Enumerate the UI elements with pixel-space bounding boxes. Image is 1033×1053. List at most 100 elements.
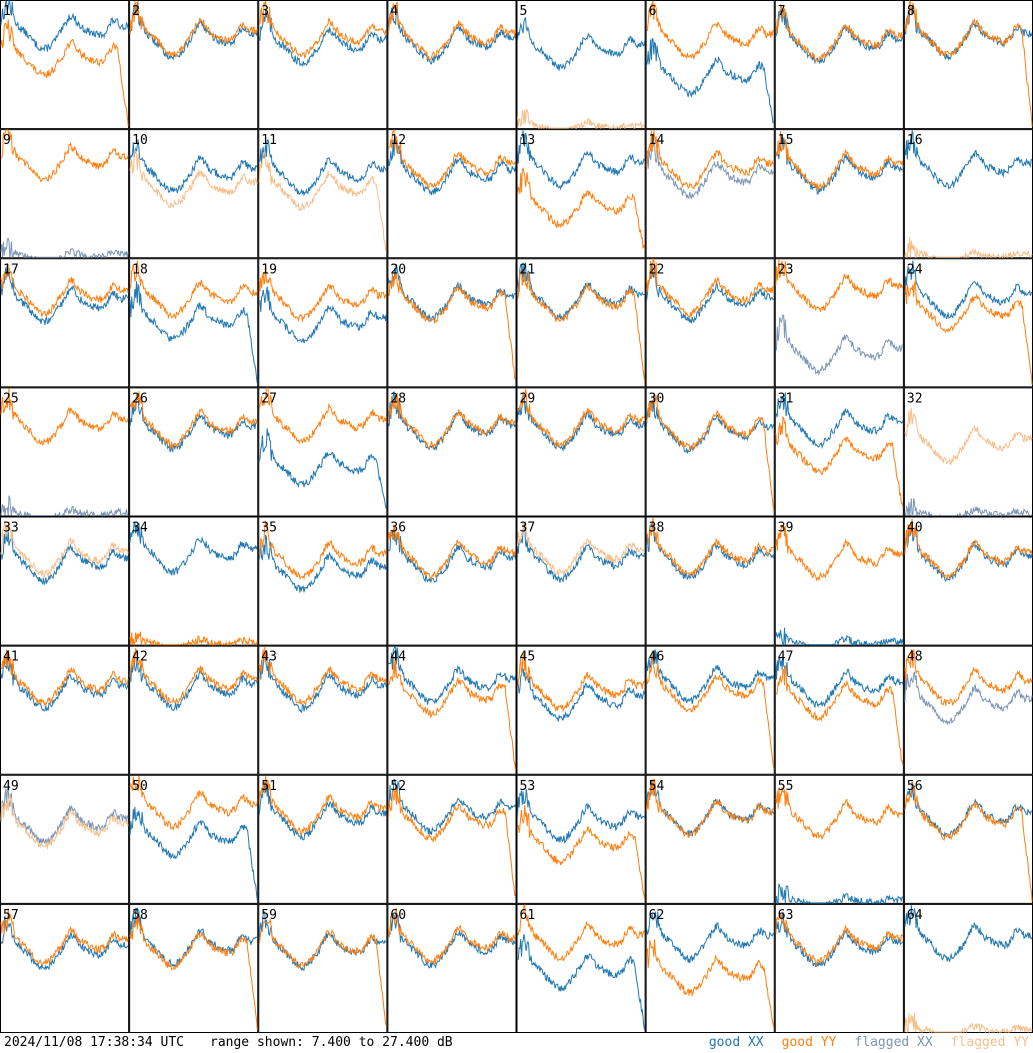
panel-label: 18 bbox=[132, 262, 148, 277]
panel-46: 46 bbox=[645, 645, 775, 775]
range-text: range shown: 7.400 to 27.400 dB bbox=[210, 1035, 453, 1050]
panel-33: 33 bbox=[0, 516, 130, 646]
series-xx-flagged bbox=[646, 141, 775, 200]
panel-2: 2 bbox=[129, 0, 259, 130]
panel-frame bbox=[387, 0, 517, 130]
series-yy-flagged bbox=[904, 408, 1033, 466]
panel-frame bbox=[258, 258, 388, 388]
series-yy-good bbox=[258, 776, 387, 836]
panel-label: 47 bbox=[778, 650, 794, 665]
series-yy-good bbox=[904, 0, 1033, 127]
series-yy-good bbox=[775, 524, 904, 582]
panel-frame bbox=[645, 774, 775, 904]
panel-frame bbox=[258, 516, 388, 646]
panel-label: 32 bbox=[907, 391, 923, 406]
panel-22: 22 bbox=[645, 257, 775, 388]
series-yy-good bbox=[775, 259, 904, 312]
series-yy-good bbox=[0, 263, 129, 318]
panel-63: 63 bbox=[774, 903, 904, 1033]
panel-label: 64 bbox=[907, 908, 923, 923]
panel-4: 4 bbox=[387, 0, 517, 130]
panel-18: 18 bbox=[129, 258, 259, 388]
panel-frame bbox=[516, 903, 646, 1033]
series-xx-good bbox=[258, 534, 387, 593]
panel-frame bbox=[903, 645, 1033, 775]
series-xx-good bbox=[775, 883, 904, 905]
panel-label: 15 bbox=[778, 133, 794, 148]
panel-frame bbox=[387, 903, 517, 1033]
panel-14: 14 bbox=[645, 129, 775, 259]
panel-24: 24 bbox=[903, 258, 1033, 388]
series-xx-good bbox=[388, 646, 516, 705]
panel-frame bbox=[129, 774, 259, 904]
series-xx-good bbox=[646, 264, 775, 324]
panel-frame bbox=[129, 645, 259, 775]
panel-label: 1 bbox=[3, 4, 11, 19]
panel-frame bbox=[516, 516, 646, 646]
series-yy-good bbox=[387, 272, 516, 380]
panel-frame bbox=[0, 0, 130, 130]
panel-15: 15 bbox=[774, 129, 904, 259]
panel-53: 53 bbox=[516, 774, 646, 904]
series-yy-good bbox=[129, 912, 258, 1030]
legend-flagged-yy: flagged YY bbox=[950, 1035, 1029, 1050]
panel-45: 45 bbox=[516, 645, 646, 775]
series-xx-good bbox=[258, 428, 387, 510]
series-yy-good bbox=[775, 3, 904, 64]
panel-label: 53 bbox=[520, 779, 536, 794]
panel-frame bbox=[0, 903, 130, 1033]
panel-56: 56 bbox=[903, 774, 1033, 904]
series-xx-good bbox=[129, 806, 258, 901]
series-xx-flagged bbox=[0, 237, 129, 260]
series-xx-flagged bbox=[0, 495, 129, 518]
panel-1: 1 bbox=[0, 0, 130, 130]
series-xx-good bbox=[904, 130, 1033, 190]
panel-label: 10 bbox=[132, 133, 148, 148]
panel-54: 54 bbox=[645, 774, 775, 904]
panel-34: 34 bbox=[129, 516, 259, 647]
panel-label: 19 bbox=[261, 262, 277, 277]
panel-label: 22 bbox=[649, 262, 665, 277]
panel-20: 20 bbox=[387, 258, 517, 388]
panel-label: 11 bbox=[261, 133, 277, 148]
panel-label: 40 bbox=[907, 521, 923, 536]
panel-label: 2 bbox=[132, 4, 140, 19]
series-yy-good bbox=[517, 389, 645, 448]
series-yy-good bbox=[646, 939, 775, 1029]
panel-frame bbox=[516, 258, 646, 388]
panel-label: 21 bbox=[520, 262, 536, 277]
series-xx-good bbox=[0, 652, 129, 712]
panel-frame bbox=[129, 387, 259, 517]
panel-frame bbox=[774, 0, 904, 130]
series-yy-good bbox=[387, 787, 516, 897]
panel-label: 52 bbox=[390, 779, 406, 794]
panel-label: 44 bbox=[390, 650, 406, 665]
panel-42: 42 bbox=[129, 645, 259, 775]
panel-frame bbox=[903, 387, 1033, 517]
panel-62: 62 bbox=[645, 903, 775, 1033]
series-yy-good bbox=[904, 518, 1033, 580]
series-yy-good bbox=[904, 648, 1033, 707]
panel-label: 27 bbox=[261, 391, 277, 406]
panel-label: 49 bbox=[3, 779, 19, 794]
panel-label: 7 bbox=[778, 4, 786, 19]
panel-57: 57 bbox=[0, 903, 130, 1033]
panel-36: 36 bbox=[387, 516, 517, 646]
panel-frame bbox=[774, 774, 904, 904]
panel-frame bbox=[258, 645, 388, 775]
panel-16: 16 bbox=[903, 129, 1033, 259]
panel-label: 60 bbox=[390, 908, 406, 923]
series-yy-good bbox=[129, 647, 258, 705]
panel-label: 45 bbox=[520, 650, 536, 665]
panel-37: 37 bbox=[516, 516, 646, 646]
panel-frame bbox=[774, 645, 904, 775]
series-xx-good bbox=[646, 911, 775, 963]
panel-52: 52 bbox=[387, 774, 517, 904]
series-yy-good bbox=[517, 805, 646, 900]
panel-label: 42 bbox=[132, 650, 148, 665]
series-yy-good bbox=[646, 778, 774, 839]
panel-label: 8 bbox=[907, 4, 915, 19]
panel-frame bbox=[645, 0, 775, 130]
panel-label: 3 bbox=[261, 4, 269, 19]
series-yy-good bbox=[646, 651, 775, 770]
